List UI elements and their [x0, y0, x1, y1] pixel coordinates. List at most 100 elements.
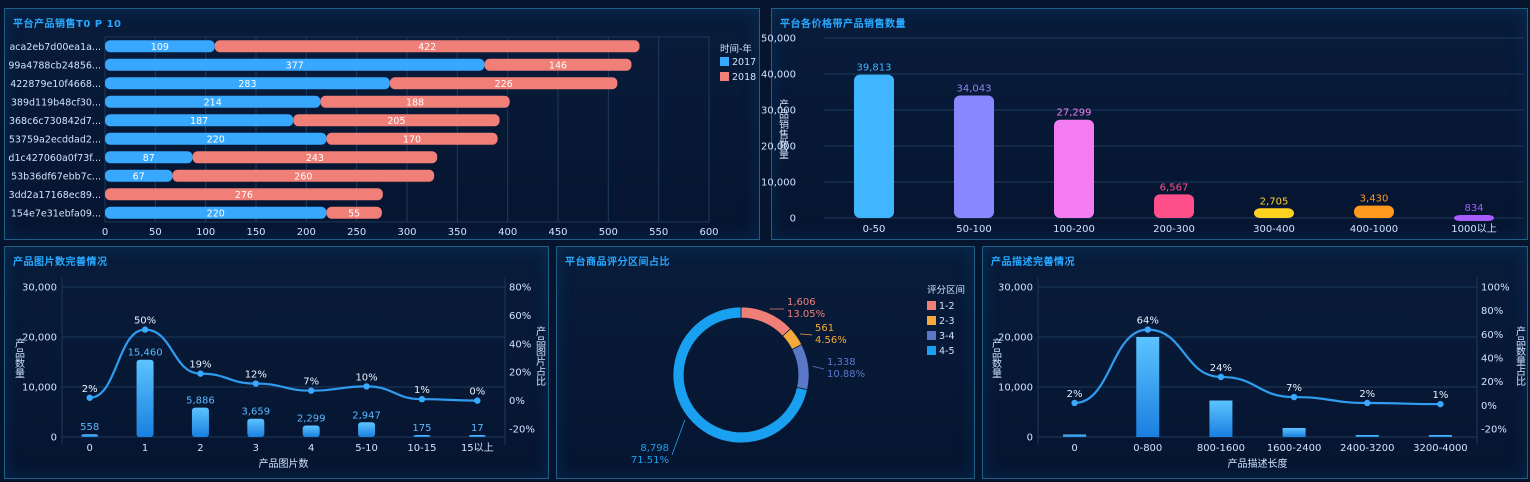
y-category-label: 3dd2a17168ec89...	[9, 190, 101, 201]
y2-axis-label: 产品数量占比	[1514, 325, 1526, 386]
x-tick-label: 250	[347, 227, 366, 238]
y-tick-label: 10,000	[761, 178, 796, 189]
percent-label: 64%	[1137, 316, 1159, 327]
y-category-label: aca2eb7d00ea1a...	[9, 42, 101, 53]
product-bar	[81, 434, 99, 437]
legend-swatch	[927, 301, 936, 310]
price-bar	[1354, 205, 1394, 218]
x-category-label: 100-200	[1053, 224, 1095, 235]
bar-value-label: 5,886	[186, 396, 215, 407]
product-bar	[302, 425, 320, 437]
percent-point	[1437, 400, 1444, 408]
y-category-label: 99a4788cb24856...	[8, 60, 101, 71]
y2-tick-label: 20%	[1481, 377, 1503, 388]
slice-value-label: 1,606	[787, 297, 816, 308]
product-bar	[1063, 434, 1087, 437]
bar-value-label: 377	[286, 60, 304, 71]
x-category-label: 0	[1071, 443, 1077, 454]
y2-tick-label: 80%	[1481, 306, 1503, 317]
bar-2018	[326, 206, 382, 219]
percent-label: 24%	[1210, 363, 1232, 374]
bar-2017	[105, 95, 321, 108]
price-bar	[1254, 208, 1294, 218]
product-bar	[136, 359, 154, 437]
bar-value-label: 15,460	[128, 348, 163, 359]
product-bar	[413, 435, 431, 437]
panel-title: 平台商品评分区间占比	[565, 257, 670, 268]
bar-2018	[389, 77, 618, 90]
slice-percent-label: 71.51%	[631, 455, 669, 466]
percent-point	[141, 326, 149, 333]
bar-2018	[484, 58, 632, 71]
price-bar	[854, 74, 894, 218]
x-tick-label: 550	[649, 227, 668, 238]
x-category-label: 400-1000	[1350, 224, 1398, 235]
slice-value-label: 8,798	[640, 443, 669, 454]
bar-value-label: 188	[406, 97, 424, 108]
legend-label: 1-2	[939, 301, 955, 312]
panel-title: 平台各价格带产品销售数量	[780, 19, 906, 30]
y-axis-label: 产品数量	[990, 337, 1002, 378]
y2-tick-label: 0%	[509, 396, 525, 407]
y-tick-label: 40,000	[761, 70, 796, 81]
slice-percent-label: 10.88%	[827, 369, 865, 380]
x-category-label: 0-50	[863, 224, 886, 235]
x-category-label: 4	[308, 443, 314, 454]
y-category-label: 422879e10f4668...	[10, 79, 101, 90]
panel-top10: 平台产品销售T0 P 10 0 50 100 150 200 250 300 350 400 45…	[4, 8, 760, 240]
x-tick-label: 500	[599, 227, 618, 238]
y-tick-label: 0	[51, 433, 57, 444]
percent-label: 50%	[134, 316, 156, 327]
y-tick-label: 50,000	[761, 34, 796, 45]
product-bar	[358, 422, 376, 437]
x-category-label: 10-15	[407, 443, 436, 454]
y2-tick-label: 40%	[509, 339, 531, 350]
percent-label: 7%	[303, 377, 319, 388]
bar-value-label: 55	[348, 208, 360, 219]
bar-value-label: 243	[306, 153, 324, 164]
y-tick-label: 0	[1027, 433, 1033, 444]
y2-tick-label: 20%	[509, 368, 531, 379]
y-tick-label: 30,000	[22, 283, 57, 294]
x-tick-label: 50	[149, 227, 162, 238]
y-category-label: 53b36df67ebb7c...	[11, 171, 101, 182]
y-tick-label: 0	[790, 214, 796, 225]
panel-rating: 平台商品评分区间占比 1,606 13.05% 561 4.56% 1,338 10.88…	[556, 246, 975, 479]
product-bar	[1355, 435, 1379, 437]
label-leader	[812, 365, 825, 370]
x-category-label: 15以上	[461, 442, 494, 454]
x-axis-label: 产品图片数	[259, 457, 309, 470]
percent-point	[1217, 373, 1225, 381]
y2-tick-label: 60%	[509, 311, 531, 322]
y-tick-label: 20,000	[761, 142, 796, 153]
bar-2017	[105, 114, 294, 127]
bar-2018	[326, 132, 498, 145]
y2-tick-label: -20%	[1481, 425, 1507, 436]
slice-value-label: 1,338	[827, 357, 856, 368]
bar-value-label: 283	[238, 79, 256, 90]
bar-2018	[192, 151, 438, 164]
x-category-label: 800-1600	[1197, 443, 1245, 454]
bar-value-label: 226	[495, 79, 513, 90]
product-bar	[191, 407, 209, 437]
percent-point	[197, 370, 204, 377]
price-bar	[1054, 119, 1094, 218]
bar-value-label: 187	[190, 116, 208, 127]
y-tick-label: 30,000	[998, 283, 1033, 294]
bar-2017	[105, 58, 485, 71]
bar-value-label: 2,299	[297, 414, 326, 425]
panel-title: 平台产品销售T0 P 10	[13, 19, 122, 30]
label-leader	[671, 419, 686, 456]
bar-value-label: 220	[207, 134, 225, 145]
product-bar	[468, 435, 486, 437]
panel-desc-length: 产品描述完善情况 30,000 20,000 10,000 0 100% 80% 60% 40…	[982, 246, 1528, 479]
bar-value-label: 214	[204, 97, 222, 108]
bar-value-label: 170	[403, 134, 421, 145]
product-bar	[1428, 435, 1452, 437]
x-category-label: 2400-3200	[1340, 443, 1395, 454]
bar-value-label: 2,705	[1260, 196, 1289, 207]
y-tick-label: 20,000	[998, 333, 1033, 344]
percent-point	[1290, 393, 1298, 401]
x-category-label: 5-10	[355, 443, 378, 454]
bar-2018	[320, 95, 510, 108]
